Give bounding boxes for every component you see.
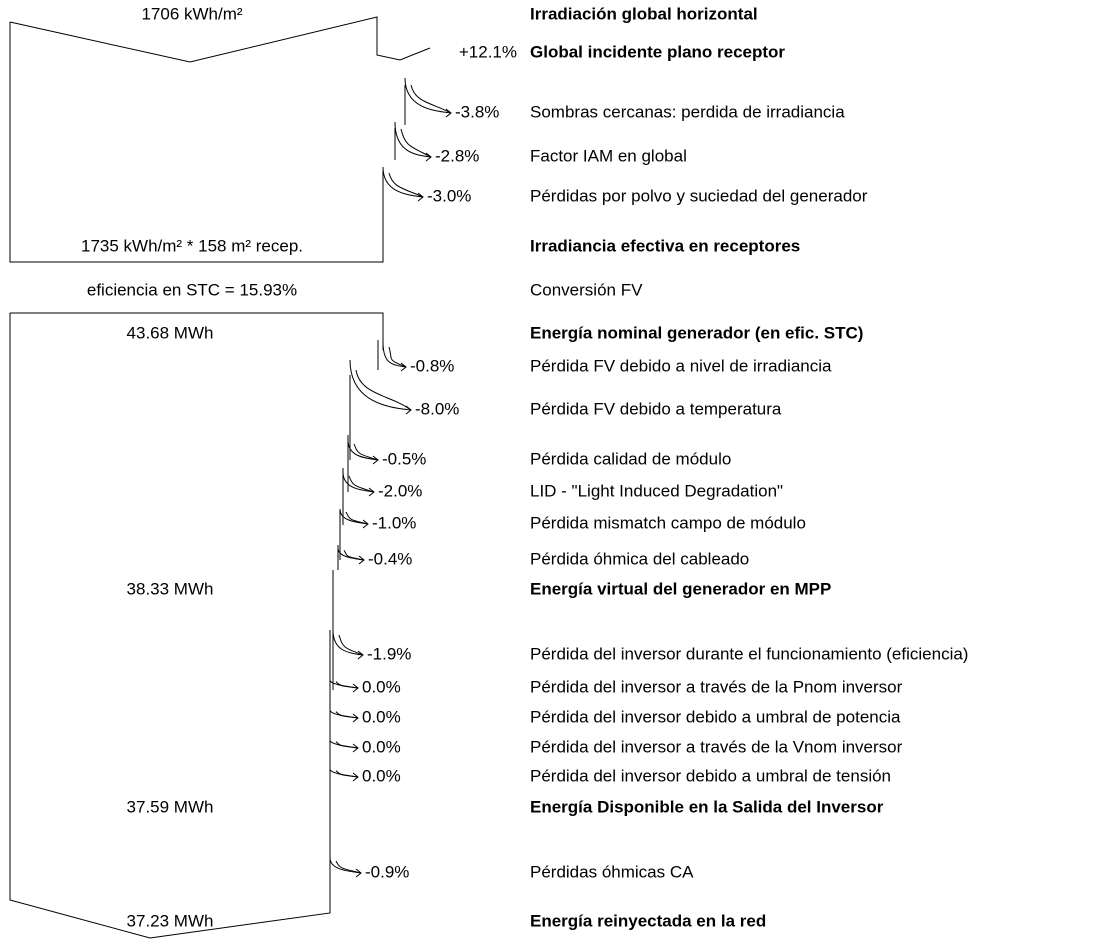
step-label: Irradiancia efectiva en receptores (530, 236, 800, 255)
step-label: Pérdidas óhmicas CA (530, 862, 694, 881)
step-change: 0.0% (362, 737, 401, 756)
loss-arc (332, 629, 364, 656)
loss-arrow (372, 455, 379, 465)
loss-arc (335, 711, 359, 719)
step-label: Energía nominal generador (en efic. STC) (530, 323, 863, 342)
loss-arc (349, 359, 412, 411)
loss-arrow (358, 555, 365, 565)
loss-arc (335, 681, 359, 689)
loss-arc (388, 172, 424, 198)
step-label: Pérdida calidad de módulo (530, 449, 731, 468)
step-amount: 37.23 MWh (127, 911, 214, 930)
step-change: +12.1% (459, 42, 517, 61)
loss-arrow (357, 650, 364, 660)
step-label: Pérdida del inversor durante el funciona… (530, 644, 968, 663)
step-change: -1.9% (367, 644, 411, 663)
step-label: Energía Disponible en la Salida del Inve… (530, 797, 884, 816)
loss-arc (337, 547, 365, 561)
loss-arc (335, 741, 359, 749)
step-label: Pérdida del inversor debido a umbral de … (530, 766, 891, 785)
step-label: Pérdida del inversor a través de la Pnom… (530, 677, 903, 696)
step-label: LID - "Light Induced Degradation" (530, 481, 783, 500)
step-change: -3.0% (427, 186, 471, 205)
loss-arc (345, 511, 369, 525)
loss-arrow (355, 868, 362, 878)
loss-arc (394, 121, 432, 158)
step-label: Pérdidas por polvo y suciedad del genera… (530, 186, 868, 205)
loss-arc (353, 443, 379, 461)
step-amount: eficiencia en STC = 15.93% (87, 280, 297, 299)
step-label: Pérdida FV debido a nivel de irradiancia (530, 356, 832, 375)
step-label: Pérdida del inversor debido a umbral de … (530, 707, 901, 726)
step-change: -8.0% (415, 399, 459, 418)
step-label: Sombras cercanas: perdida de irradiancia (530, 102, 845, 121)
loss-arc (338, 634, 364, 656)
step-change: -1.0% (372, 513, 416, 532)
step-label: Pérdida FV debido a temperatura (530, 399, 782, 418)
loss-arc (355, 369, 412, 411)
step-amount: 38.33 MWh (127, 579, 214, 598)
step-change: 0.0% (362, 766, 401, 785)
loss-arc (382, 341, 407, 368)
loss-arc (348, 475, 375, 493)
step-change: -0.8% (410, 356, 454, 375)
step-change: 0.0% (362, 677, 401, 696)
loss-arc (343, 550, 365, 561)
loss-arc (335, 860, 362, 874)
loss-arrow (400, 362, 407, 372)
step-label: Pérdida óhmica del cableado (530, 549, 749, 568)
step-change: -2.8% (435, 146, 479, 165)
step-amount: 1706 kWh/m² (141, 4, 242, 23)
irradiance-block (9, 16, 431, 263)
loss-arc (404, 77, 452, 114)
step-change: -0.4% (368, 549, 412, 568)
step-amount: 43.68 MWh (127, 323, 214, 342)
step-amount: 37.59 MWh (127, 797, 214, 816)
step-label: Conversión FV (530, 280, 643, 299)
step-change: -0.5% (382, 449, 426, 468)
loss-arrow (445, 108, 452, 118)
step-label: Pérdida mismatch campo de módulo (530, 513, 806, 532)
loss-arrow (352, 743, 359, 753)
step-label: Factor IAM en global (530, 146, 687, 165)
loss-arrow (352, 713, 359, 723)
loss-arc (329, 857, 362, 874)
step-label: Pérdida del inversor a través de la Vnom… (530, 737, 903, 756)
loss-arc (388, 346, 407, 368)
loss-arrow (425, 152, 432, 162)
loss-arc (335, 770, 359, 778)
step-label: Irradiación global horizontal (530, 4, 758, 23)
loss-arc (400, 128, 432, 158)
step-label: Energía reinyectada en la red (530, 911, 766, 930)
loss-arc (342, 471, 375, 493)
loss-arrow (405, 405, 412, 415)
step-change: 0.0% (362, 707, 401, 726)
loss-arc (347, 439, 379, 461)
step-change: -0.9% (365, 862, 409, 881)
loss-arc (339, 508, 369, 525)
loss-arrow (352, 683, 359, 693)
energy-block (9, 312, 384, 939)
loss-arrow (368, 487, 375, 497)
step-amount: 1735 kWh/m² * 158 m² recep. (81, 236, 303, 255)
loss-arc (382, 166, 424, 198)
step-change: -2.0% (378, 481, 422, 500)
loss-arc (410, 84, 452, 114)
loss-arrow (362, 519, 369, 529)
step-label: Energía virtual del generador en MPP (530, 579, 831, 598)
step-label: Global incidente plano receptor (530, 42, 785, 61)
loss-arrow (352, 772, 359, 782)
step-change: -3.8% (455, 102, 499, 121)
loss-arrow (417, 192, 424, 202)
